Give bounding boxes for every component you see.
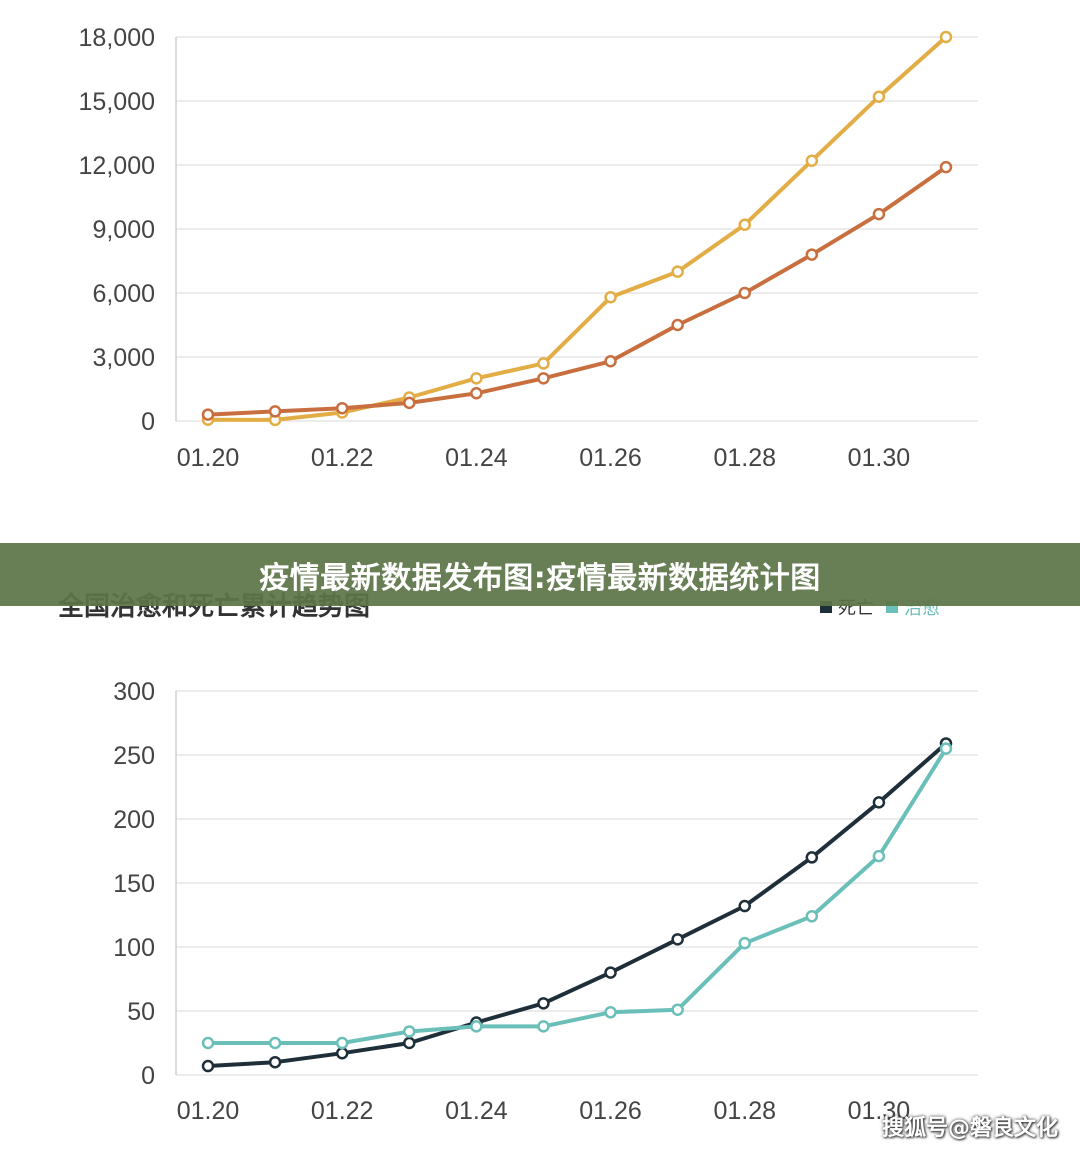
top-chart-x-tick-label: 01.28: [713, 444, 776, 472]
bottom-chart-data-point-1: [335, 1036, 349, 1050]
bottom-chart-x-tick-label: 01.24: [445, 1097, 508, 1125]
bottom-chart-x-tick-label: 01.20: [177, 1097, 240, 1125]
bottom-chart-data-point-0: [403, 1036, 416, 1050]
bottom-chart-data-point-0: [268, 1055, 282, 1069]
bottom-chart-data-point-0: [805, 851, 819, 864]
bottom-chart-y-tick-label: 100: [113, 934, 155, 962]
top-chart-y-tick-label: 12,000: [79, 152, 155, 180]
bottom-chart-data-point-1: [671, 1003, 684, 1016]
bottom-chart-series-line-1: [206, 746, 948, 1045]
bottom-chart-data-point-1: [604, 1006, 617, 1019]
bottom-chart-series-line-0: [206, 741, 948, 1068]
banner-title: 疫情最新数据发布图:疫情最新数据统计图: [259, 560, 821, 596]
bottom-chart-data-point-1: [805, 910, 819, 923]
top-chart-data-point-1: [604, 355, 617, 368]
bottom-chart-data-point-1: [537, 1020, 550, 1033]
top-chart-data-point-0: [671, 265, 684, 278]
top-chart-data-point-0: [939, 30, 953, 44]
bottom-chart-y-tick-label: 250: [113, 742, 155, 770]
bottom-chart-x-tick-label: 01.30: [848, 1097, 911, 1125]
cumulative-cases-chart: 0 3,000 6,000 9,000 12,000 15,000 18,000 01.20 0…: [79, 24, 978, 472]
top-chart-data-point-1: [201, 408, 215, 421]
top-chart-x-tick-label: 01.20: [177, 444, 240, 472]
top-chart-data-point-1: [671, 318, 684, 332]
top-chart-y-tick-label: 15,000: [79, 88, 155, 116]
top-chart-series-line-1: [206, 165, 948, 417]
title-banner: 疫情最新数据发布图:疫情最新数据统计图: [0, 543, 1080, 606]
bottom-chart-data-point-1: [201, 1036, 215, 1050]
top-chart-data-point-0: [537, 357, 550, 370]
bottom-chart-y-tick-label: 300: [113, 678, 155, 706]
top-chart-data-point-0: [470, 372, 483, 385]
top-chart-data-point-1: [738, 286, 751, 300]
top-chart-y-tick-label: 3,000: [92, 344, 155, 372]
top-chart-x-tick-label: 01.30: [848, 444, 911, 472]
bottom-chart-data-point-0: [604, 966, 617, 979]
top-chart-data-point-1: [537, 372, 550, 385]
bottom-chart-y-tick-label: 50: [127, 998, 155, 1026]
bottom-chart-data-point-1: [470, 1020, 483, 1033]
bottom-chart-data-point-1: [268, 1036, 282, 1050]
top-chart-y-tick-label: 6,000: [92, 280, 155, 308]
bottom-chart-data-point-0: [201, 1059, 215, 1073]
top-chart-data-point-1: [470, 387, 483, 400]
top-chart-x-tick-label: 01.26: [579, 444, 642, 472]
top-chart-y-tick-label: 9,000: [92, 216, 155, 244]
top-chart-y-tick-label: 0: [141, 408, 155, 436]
bottom-chart-data-point-0: [872, 796, 886, 809]
bottom-chart-y-tick-label: 200: [113, 806, 155, 834]
top-chart-y-tick-label: 18,000: [79, 24, 155, 52]
bottom-chart-data-point-0: [738, 899, 751, 913]
bottom-chart-y-tick-label: 0: [141, 1062, 155, 1090]
top-chart-data-point-1: [268, 405, 282, 418]
top-chart-data-point-0: [805, 154, 819, 167]
bottom-chart-x-tick-label: 01.28: [713, 1097, 776, 1125]
top-chart-data-point-1: [939, 160, 953, 174]
bottom-chart-data-point-0: [537, 997, 550, 1010]
bottom-chart-data-point-0: [671, 933, 684, 946]
bottom-chart-x-tick-label: 01.22: [311, 1097, 374, 1125]
top-chart-data-point-1: [335, 401, 349, 415]
watermark: 搜狐号@磐良文化: [881, 1116, 1058, 1141]
top-chart-data-point-0: [872, 90, 886, 103]
top-chart-data-point-1: [872, 207, 886, 221]
top-chart-x-tick-label: 01.24: [445, 444, 508, 472]
top-chart-data-point-0: [738, 218, 751, 231]
bottom-chart-data-point-1: [872, 849, 886, 863]
bottom-chart-data-point-1: [738, 936, 751, 950]
top-chart-series-line-0: [206, 35, 948, 422]
top-chart-data-point-0: [604, 291, 617, 304]
bottom-chart-data-point-1: [403, 1025, 416, 1038]
bottom-chart-x-tick-label: 01.26: [579, 1097, 642, 1125]
bottom-chart-data-point-1: [939, 742, 953, 755]
bottom-chart-data-point-0: [335, 1046, 349, 1060]
bottom-chart-y-tick-label: 150: [113, 870, 155, 898]
top-chart-data-point-1: [805, 248, 819, 261]
top-chart-x-tick-label: 01.22: [311, 444, 374, 472]
top-chart-data-point-1: [403, 396, 416, 410]
